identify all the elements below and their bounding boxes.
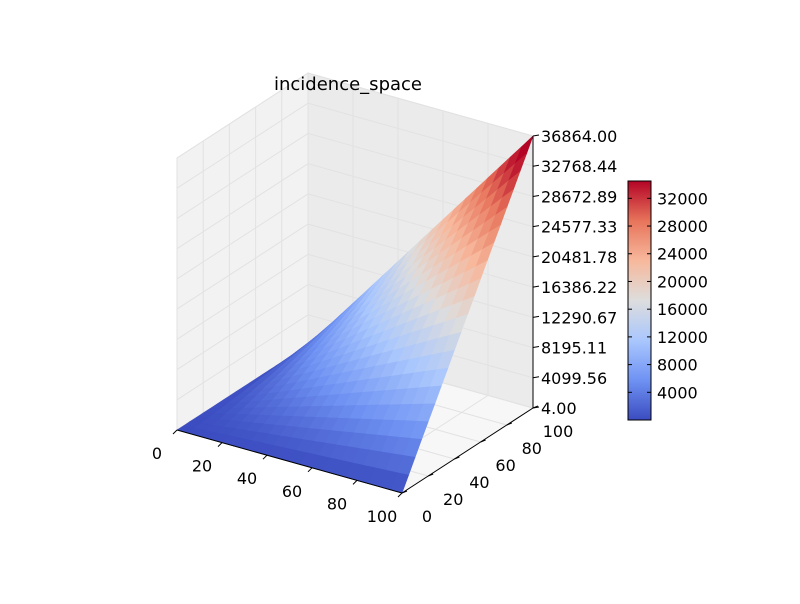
z-tick-mark <box>532 255 540 258</box>
z-tick-mark <box>532 164 540 167</box>
y-tick-label: 60 <box>495 456 515 475</box>
colorbar-tick-label: 28000 <box>657 217 708 236</box>
y-tick-mark <box>428 473 434 477</box>
colorbar: 4000 8000 12000 16000 20000 24000 28000 32000 <box>627 180 708 421</box>
axis-lines <box>176 136 534 494</box>
y-tick-label: 40 <box>469 473 489 492</box>
chart-title: incidence_space <box>274 74 422 95</box>
surface-mesh <box>176 135 534 494</box>
y-tick-mark <box>401 490 408 494</box>
colorbar-gradient <box>627 180 652 421</box>
z-tick-label: 32768.44 <box>541 157 617 176</box>
z-tick-mark <box>532 194 540 197</box>
colorbar-tick-label: 12000 <box>657 328 708 347</box>
z-tick-label: 4099.56 <box>541 369 607 388</box>
z-tick-label: 4.00 <box>541 399 577 418</box>
z-tick-mark <box>532 315 540 318</box>
z-tick-label: 16386.22 <box>541 278 617 297</box>
colorbar-tick-label: 4000 <box>657 383 698 402</box>
y-tick-label: 20 <box>443 490 463 509</box>
z-tick-mark <box>532 376 540 379</box>
x-tick-mark <box>172 429 178 435</box>
grid-line-z <box>176 102 534 189</box>
x-tick-label: 20 <box>192 457 212 476</box>
x-tick-label: 100 <box>367 507 398 526</box>
z-tick-mark <box>532 134 540 137</box>
z-tick-mark <box>532 285 540 288</box>
z-tick-mark <box>532 225 540 228</box>
grid-line-z <box>176 132 534 219</box>
grid-line-z <box>176 314 534 401</box>
z-tick-label: 8195.11 <box>541 339 607 358</box>
x-tick-label: 40 <box>237 469 257 488</box>
z-tick-label: 36864.00 <box>541 127 617 146</box>
y-axis-line <box>401 407 534 494</box>
y-tick-mark <box>480 439 486 443</box>
z-tick-mark <box>532 406 540 409</box>
z-tick-mark <box>532 346 540 349</box>
colorbar-tick-label: 32000 <box>657 189 708 208</box>
y-tick-mark <box>506 422 512 426</box>
x-tick-mark <box>397 492 403 498</box>
z-tick-label: 20481.78 <box>541 248 617 267</box>
x-tick-mark <box>352 480 358 485</box>
x-tick-label: 80 <box>327 494 347 513</box>
colorbar-tick-label: 16000 <box>657 300 708 319</box>
y-tick-label: 80 <box>522 439 542 458</box>
y-tick-label: 0 <box>422 507 432 526</box>
y-tick-mark <box>454 456 460 460</box>
x-axis-line <box>176 429 403 494</box>
z-tick-label: 28672.89 <box>541 187 617 206</box>
colorbar-tick-label: 20000 <box>657 272 708 291</box>
x-tick-label: 60 <box>282 482 302 501</box>
z-tick-label: 12290.67 <box>541 308 617 327</box>
colorbar-tick-label: 24000 <box>657 245 708 264</box>
z-tick-label: 24577.33 <box>541 218 617 237</box>
x-tick-mark <box>307 467 313 473</box>
colorbar-tick-label: 8000 <box>657 356 698 375</box>
y-tick-label: 100 <box>543 422 574 441</box>
x-tick-mark <box>217 442 223 447</box>
x-tick-mark <box>262 454 268 460</box>
grid-line-z <box>176 72 534 159</box>
x-tick-label: 0 <box>152 444 162 463</box>
